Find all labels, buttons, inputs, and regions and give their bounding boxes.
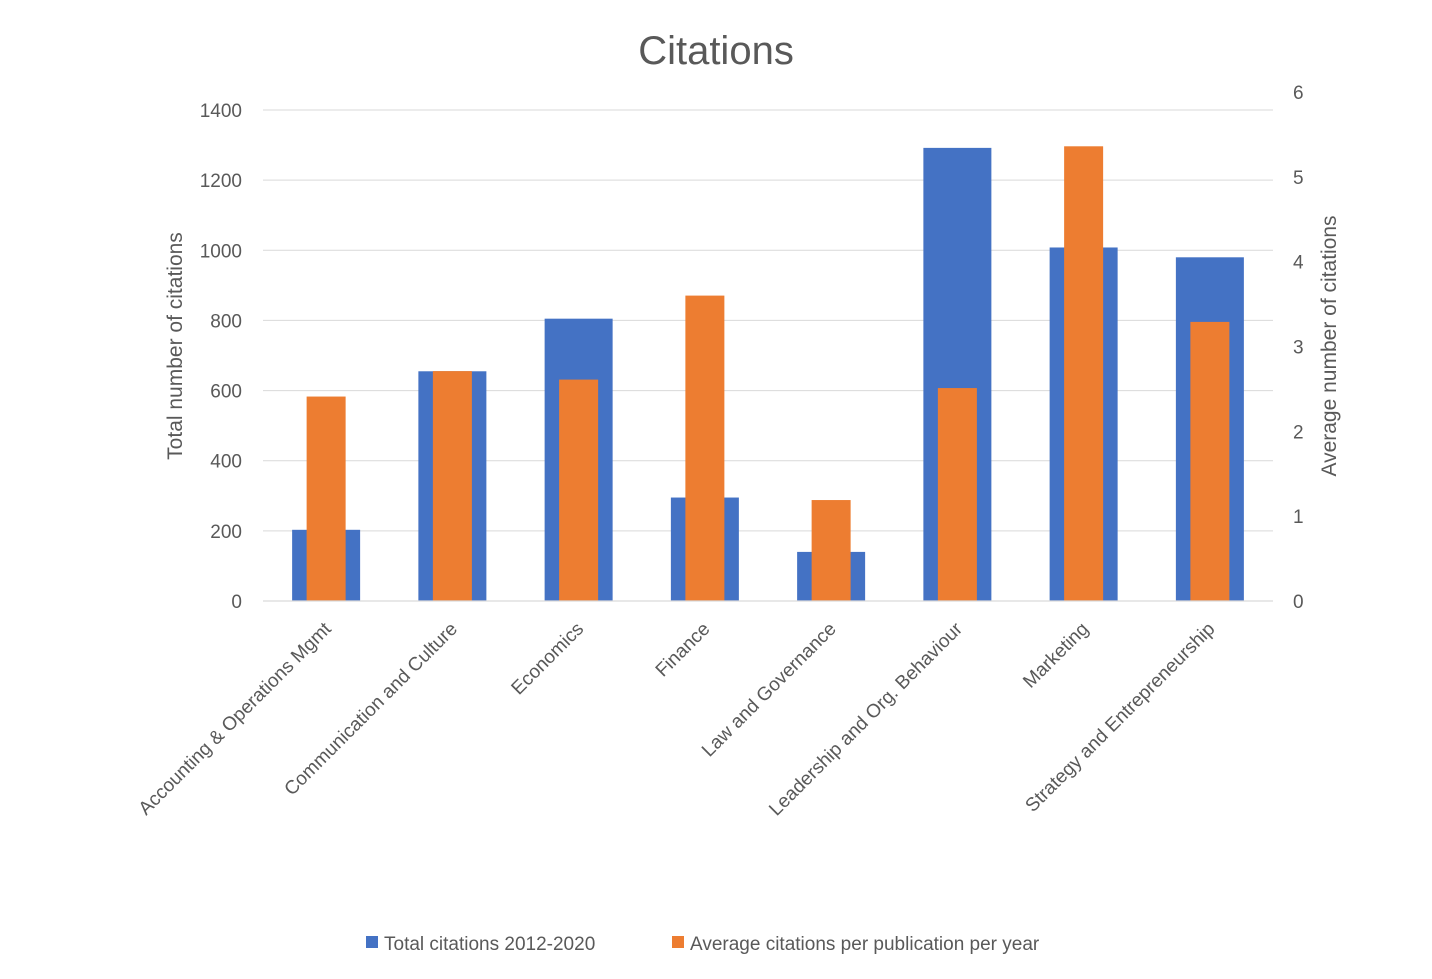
bar-average-citations: [937, 388, 977, 601]
bar-average-citations: [306, 396, 346, 601]
y-axis-ticks: 0 200 400 600 800 1000 1200 1400: [200, 101, 242, 613]
x-category-label: Economics: [508, 619, 589, 700]
y2-tick-label: 6: [1293, 83, 1304, 104]
bar-average-citations: [559, 379, 599, 601]
y2-tick-label: 5: [1293, 168, 1304, 189]
legend-swatch-total-citations: [366, 936, 378, 948]
bar-average-citations: [1190, 321, 1230, 601]
bar-average-citations: [432, 371, 472, 601]
bar-average-citations: [811, 500, 851, 601]
y2-tick-label: 1: [1293, 507, 1304, 528]
y-axis-title: Total number of citations: [164, 232, 187, 460]
bar-average-citations: [1064, 146, 1104, 601]
y2-tick-label: 3: [1293, 338, 1304, 359]
y2-axis-title: Average number of citations: [1318, 215, 1341, 476]
y-tick-label: 800: [210, 311, 242, 332]
x-axis-category-labels: Accounting & Operations MgmtCommunicatio…: [135, 618, 1220, 820]
y2-tick-label: 0: [1293, 592, 1304, 613]
legend-swatch-average-citations: [672, 936, 684, 948]
legend-label-average-citations: Average citations per publication per ye…: [690, 934, 1040, 955]
legend-label-total-citations: Total citations 2012-2020: [384, 934, 595, 955]
y2-axis-ticks: 0 1 2 3 4 5 6: [1293, 83, 1304, 613]
x-category-label: Marketing: [1019, 619, 1093, 693]
y-tick-label: 600: [210, 382, 242, 403]
y-tick-label: 1200: [200, 171, 242, 192]
y-tick-label: 200: [210, 522, 242, 543]
y-tick-label: 1000: [200, 241, 242, 262]
x-category-label: Finance: [652, 619, 715, 682]
x-category-label: Law and Governance: [698, 619, 841, 762]
average-citations-bars: [306, 146, 1230, 601]
y-tick-label: 0: [231, 592, 242, 613]
chart-title: Citations: [638, 29, 794, 73]
bar-average-citations: [685, 295, 725, 601]
gridlines: [263, 109, 1273, 532]
y2-tick-label: 2: [1293, 422, 1304, 443]
y2-tick-label: 4: [1293, 253, 1304, 274]
y-tick-label: 1400: [200, 101, 242, 122]
legend: Total citations 2012-2020 Average citati…: [366, 934, 1040, 955]
y-tick-label: 400: [210, 452, 242, 473]
